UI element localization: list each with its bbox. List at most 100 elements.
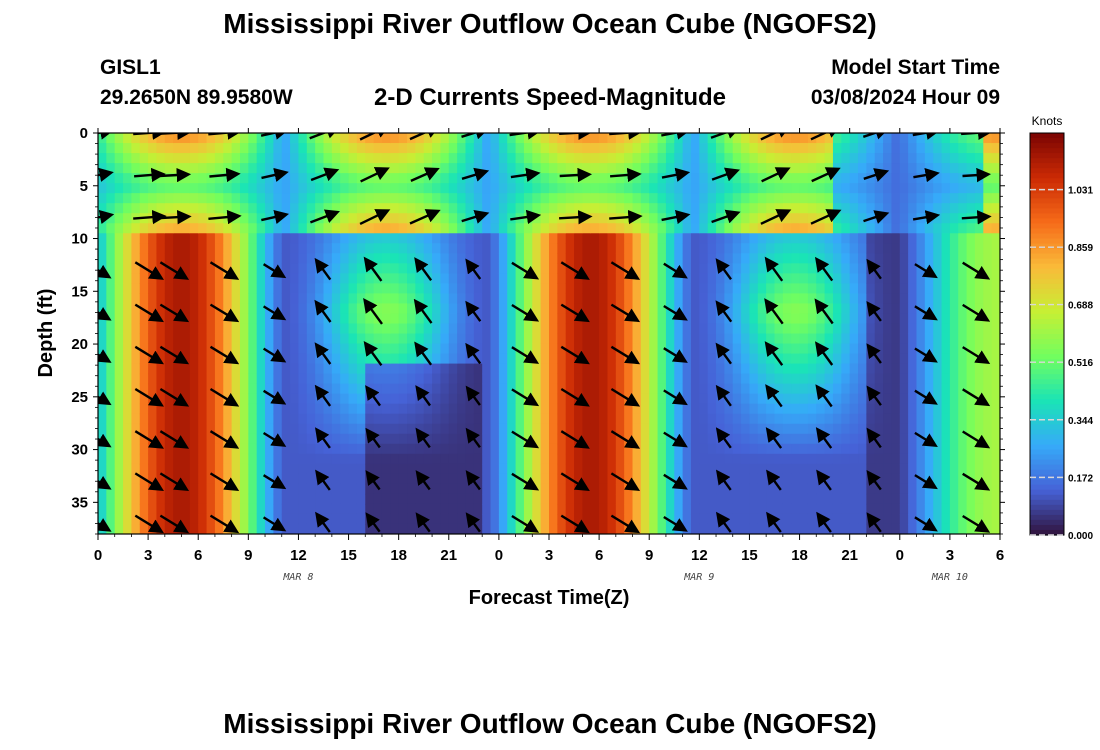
current-vector (866, 258, 882, 280)
heatmap-cell (432, 363, 442, 375)
heatmap-cell (114, 263, 124, 274)
heatmap-cell (799, 473, 809, 485)
heatmap-cell (716, 313, 725, 325)
heatmap-cell (949, 243, 959, 254)
heatmap-cell (273, 323, 283, 335)
heatmap-cell (448, 233, 458, 244)
heatmap-cell (248, 463, 258, 475)
heatmap-cell (657, 203, 667, 214)
heatmap-cell (974, 243, 984, 254)
heatmap-cell (649, 523, 659, 534)
heatmap-cell (841, 413, 851, 425)
heatmap-cell (189, 313, 199, 325)
heatmap-cell (365, 403, 375, 415)
heatmap-cell (565, 493, 575, 505)
heatmap-cell (866, 293, 876, 305)
heatmap-cell (356, 253, 366, 264)
current-vector (661, 167, 691, 182)
heatmap-cell (340, 253, 350, 264)
heatmap-cell (632, 423, 642, 435)
heatmap-cell (908, 303, 918, 315)
heatmap-cell (281, 153, 291, 164)
heatmap-cell (899, 433, 909, 445)
heatmap-cell (148, 223, 158, 234)
heatmap-cell (381, 203, 391, 214)
heatmap-cell (415, 363, 425, 375)
heatmap-cell (749, 173, 759, 184)
heatmap-cell (908, 223, 918, 234)
heatmap-cell (707, 373, 717, 385)
heatmap-cell (189, 453, 199, 465)
heatmap-cell (741, 293, 751, 305)
heatmap-cell (390, 523, 400, 534)
page-title: Mississippi River Outflow Ocean Cube (NG… (223, 8, 877, 39)
heatmap-cell (582, 283, 592, 295)
heatmap-cell (991, 223, 1000, 234)
current-vector (98, 433, 112, 448)
heatmap-cell (390, 313, 400, 325)
colorbar-segment (1030, 233, 1064, 240)
heatmap-cell (807, 263, 817, 274)
heatmap-cell (774, 503, 784, 515)
heatmap-cell (640, 393, 650, 405)
heatmap-cell (665, 203, 675, 214)
heatmap-cell (732, 453, 742, 465)
heatmap-cell (515, 253, 525, 264)
heatmap-cell (757, 343, 767, 355)
colorbar-segment (1030, 203, 1064, 209)
heatmap-cell (507, 453, 517, 465)
heatmap-cell (448, 223, 458, 234)
current-vector (134, 430, 164, 449)
heatmap-cell (373, 223, 383, 234)
heatmap-cell (607, 253, 617, 264)
colorbar-segment (1030, 268, 1064, 275)
heatmap-cell (365, 203, 375, 214)
current-vector (663, 304, 688, 321)
heatmap-cell (807, 493, 817, 505)
heatmap-cell (824, 293, 834, 305)
heatmap-cell (156, 153, 166, 164)
heatmap-cell (924, 403, 934, 415)
heatmap-cell (849, 343, 859, 355)
heatmap-cell (315, 143, 325, 154)
heatmap-cell (164, 463, 174, 475)
heatmap-cell (106, 283, 116, 295)
heatmap-cell (858, 323, 867, 335)
heatmap-cell (356, 453, 366, 465)
heatmap-cell (858, 243, 867, 254)
heatmap-cell (248, 453, 258, 465)
heatmap-cell (665, 173, 675, 184)
heatmap-cell (123, 523, 133, 534)
heatmap-cell (574, 443, 584, 455)
heatmap-cell (749, 193, 759, 204)
heatmap-cell (139, 283, 149, 295)
heatmap-cell (114, 273, 124, 284)
heatmap-cell (799, 213, 809, 224)
heatmap-cell (214, 493, 224, 505)
current-vector (663, 473, 688, 490)
heatmap-cell (398, 203, 408, 214)
heatmap-cell (106, 273, 116, 284)
heatmap-cell (131, 233, 141, 244)
heatmap-cell (206, 423, 216, 435)
heatmap-cell (123, 153, 133, 164)
heatmap-cell (407, 193, 416, 204)
heatmap-cell (791, 453, 801, 465)
heatmap-cell (849, 513, 859, 525)
heatmap-cell (131, 443, 141, 455)
heatmap-cell (924, 253, 934, 264)
heatmap-cell (933, 133, 943, 144)
heatmap-cell (473, 243, 483, 254)
heatmap-cell (490, 333, 500, 345)
heatmap-cell (924, 373, 934, 385)
heatmap-cell (256, 273, 266, 284)
heatmap-cell (916, 273, 926, 284)
heatmap-cell (239, 193, 249, 204)
heatmap-cell (649, 163, 659, 174)
heatmap-cell (958, 393, 968, 405)
current-vector (98, 167, 114, 182)
heatmap-cell (807, 333, 817, 345)
heatmap-cell (574, 413, 584, 425)
heatmap-cell (273, 343, 283, 355)
heatmap-cell (323, 223, 333, 234)
